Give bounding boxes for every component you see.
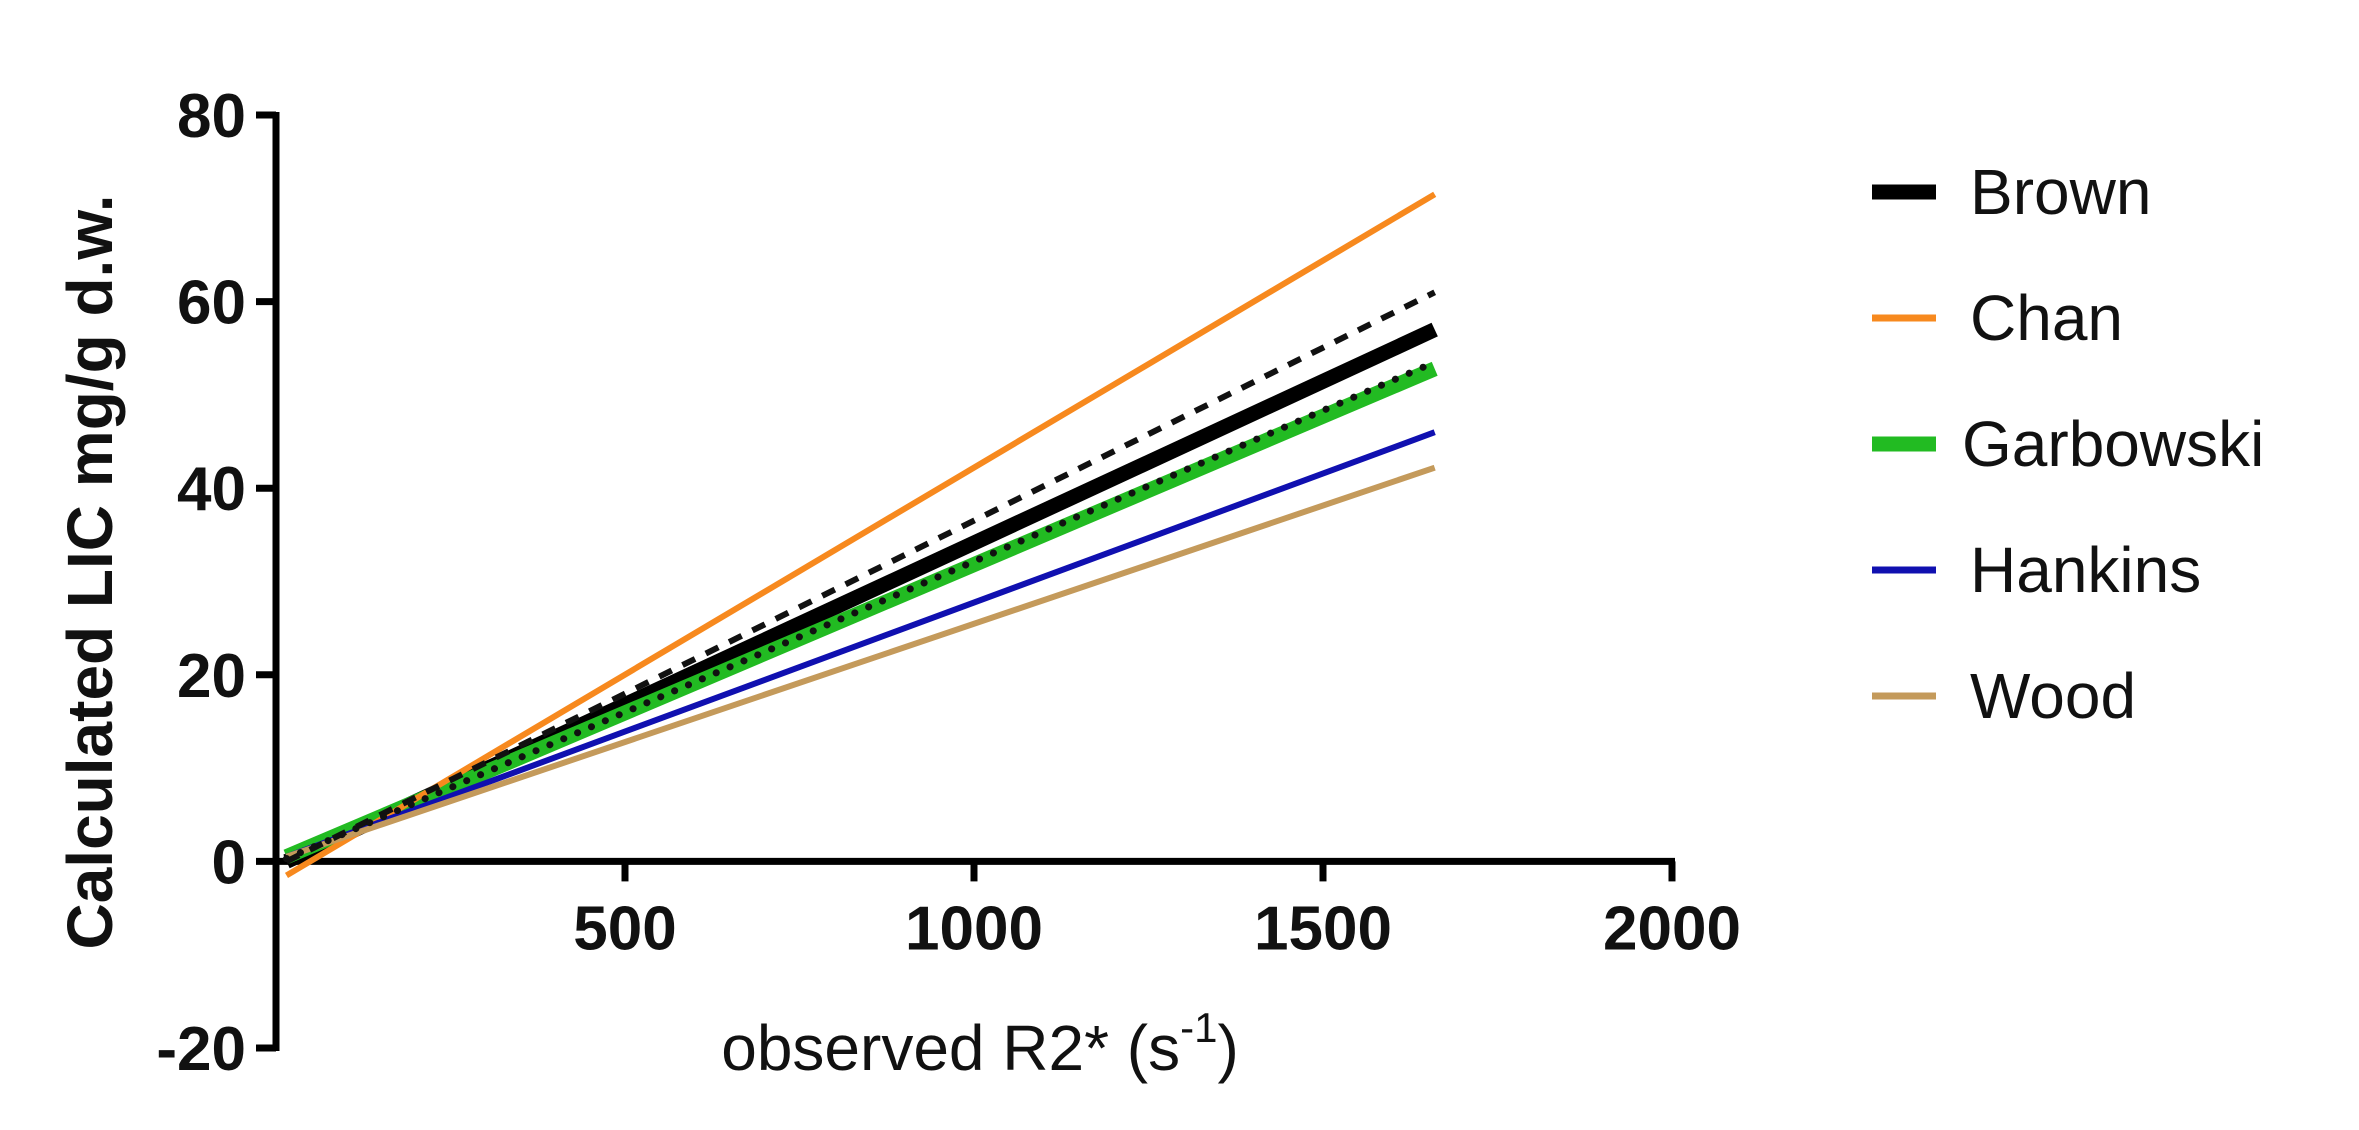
x-tick-label: 2000 [1603, 894, 1741, 963]
series-line-dotted-6 [283, 358, 1439, 863]
legend-label-hankins: Hankins [1970, 534, 2201, 606]
legend-label-chan: Chan [1970, 282, 2123, 354]
y-tick-label: 80 [177, 82, 246, 151]
y-tick-label: 60 [177, 269, 246, 338]
x-axis-title-sup: -1 [1180, 1004, 1217, 1051]
series-line-hankins [285, 429, 1436, 860]
x-axis-title-main: observed R2* (s [721, 1012, 1180, 1084]
x-tick-label: 500 [573, 894, 676, 963]
y-tick-label: 40 [177, 455, 246, 524]
y-tick-label: -20 [156, 1015, 246, 1084]
legend-label-wood: Wood [1970, 660, 2136, 732]
series-line-chan [284, 191, 1437, 878]
series-line-wood [285, 464, 1436, 860]
series-line-dashed-5 [285, 289, 1437, 865]
legend-label-brown: Brown [1970, 156, 2151, 228]
y-axis-title: Calculated LIC mg/g d.w. [54, 194, 126, 949]
x-axis-title-close: ) [1217, 1012, 1238, 1084]
y-tick-label: 0 [212, 828, 246, 897]
series-lines [283, 191, 1439, 878]
x-axis-title: observed R2* (s-1) [721, 1004, 1239, 1084]
series-line-garbowski [283, 361, 1438, 864]
axes: 80 60 40 20 0 -20 500 1000 1500 2000 [156, 82, 1741, 1084]
x-tick-label: 1000 [905, 894, 1043, 963]
y-tick-label: 20 [177, 642, 246, 711]
x-tick-label: 1500 [1254, 894, 1392, 963]
legend: Brown Chan Garbowski Hankins Wood [1872, 156, 2264, 732]
legend-label-garbowski: Garbowski [1962, 408, 2264, 480]
